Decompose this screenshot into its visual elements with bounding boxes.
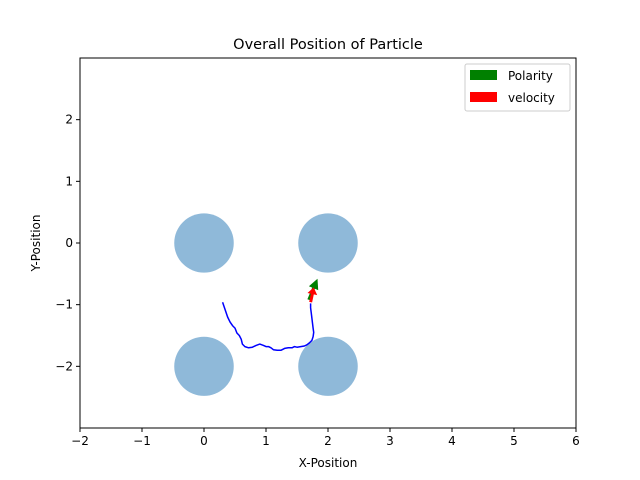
x-tick-label: 2	[324, 434, 332, 448]
x-tick-label: 0	[200, 434, 208, 448]
y-tick-label: 0	[65, 236, 73, 250]
x-tick-label: 1	[262, 434, 270, 448]
x-tick-label: 3	[386, 434, 394, 448]
obstacle-circle	[174, 213, 234, 273]
velocity-arrow	[307, 287, 318, 303]
x-axis-label: X-Position	[299, 456, 358, 470]
y-tick-label: −2	[55, 359, 73, 373]
legend-label-polarity: Polarity	[508, 69, 553, 83]
y-tick-label: 2	[65, 113, 73, 127]
obstacle-circle	[298, 336, 358, 396]
legend-label-velocity: velocity	[508, 91, 555, 105]
obstacle-circle	[174, 336, 234, 396]
legend: Polarity velocity	[464, 63, 571, 112]
x-tick-label: −2	[71, 434, 89, 448]
plot-layer	[174, 213, 358, 396]
legend-swatch-velocity	[470, 92, 497, 102]
chart-title: Overall Position of Particle	[233, 37, 423, 53]
x-tick-label: 5	[510, 434, 518, 448]
x-tick-label: −1	[133, 434, 151, 448]
x-tick-label: 4	[448, 434, 456, 448]
x-tick-label: 6	[572, 434, 580, 448]
y-axis-label: Y-Position	[29, 215, 43, 273]
legend-swatch-polarity	[470, 70, 497, 80]
ticks-layer: −2 −1 0 1 2 3 4 5 6 −2 −1 0 1 2	[55, 113, 580, 448]
y-tick-label: −1	[55, 298, 73, 312]
obstacle-circle	[298, 213, 358, 273]
trajectory-line	[221, 301, 315, 352]
y-tick-label: 1	[65, 174, 73, 188]
